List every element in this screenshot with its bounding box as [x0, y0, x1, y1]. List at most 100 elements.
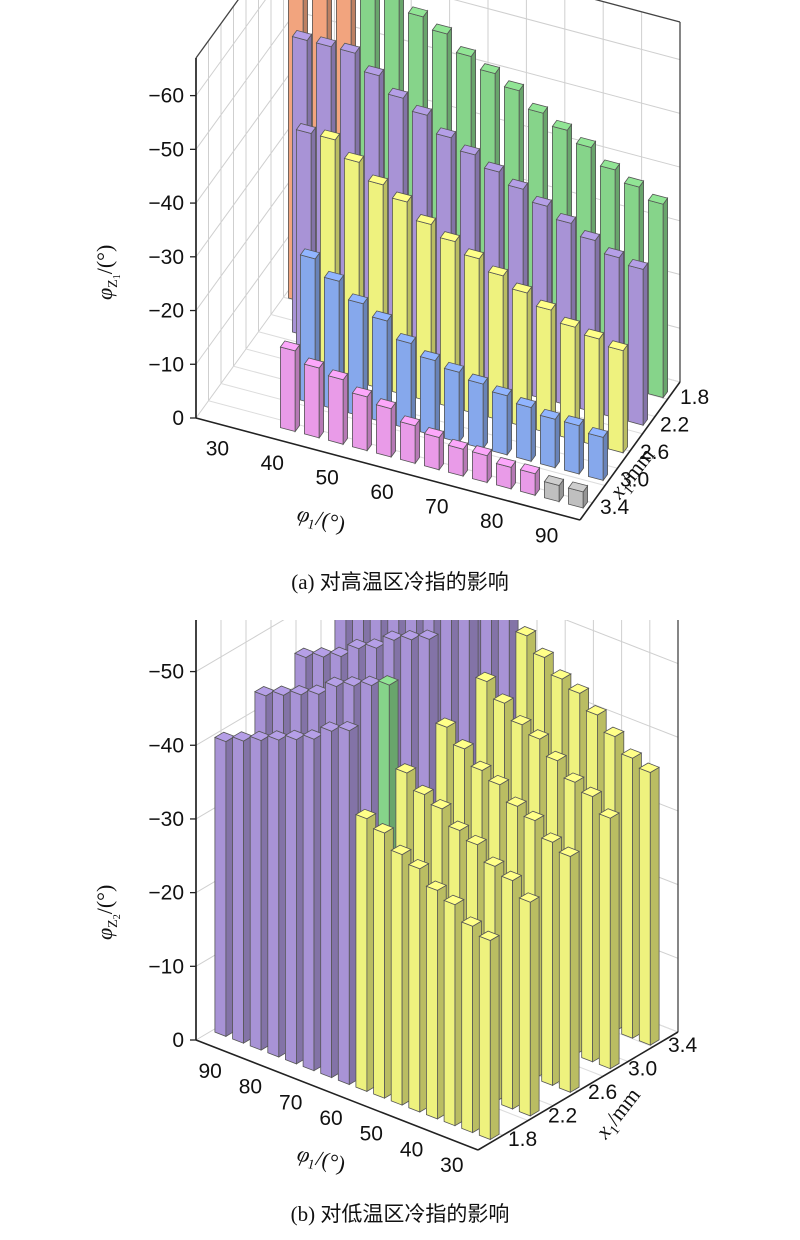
bar — [279, 340, 301, 433]
bar-top — [390, 844, 412, 856]
bar-top — [515, 397, 537, 409]
bar-side — [662, 196, 668, 399]
bar-side — [434, 353, 441, 438]
bar-front — [516, 403, 532, 462]
bar-top — [491, 385, 513, 397]
x-tick-label: 2.6 — [640, 441, 669, 464]
z-tick-label: −50 — [148, 138, 184, 161]
bar-front — [471, 451, 488, 484]
bar-side — [489, 934, 500, 1141]
bar — [419, 350, 441, 438]
bar-top — [514, 626, 537, 637]
z-tick-label: −30 — [148, 246, 184, 269]
z-tick-label: −20 — [148, 300, 184, 323]
x-axis-line — [579, 381, 681, 521]
bar — [587, 426, 609, 482]
bar-top — [567, 683, 590, 694]
bar-top — [371, 310, 393, 322]
bar-top — [487, 774, 510, 786]
bar-top — [474, 671, 497, 683]
bar-top — [411, 104, 433, 116]
chart-a-caption: (a) 对高温区冷指的影响 — [291, 570, 509, 594]
bar-top — [447, 820, 470, 831]
bar-top — [563, 772, 585, 783]
bar-side — [410, 336, 417, 431]
bar-side — [642, 262, 648, 427]
bar — [471, 445, 493, 484]
bar-top — [505, 796, 528, 807]
bar — [231, 731, 254, 1044]
z-tick-label: −10 — [148, 353, 184, 376]
bar — [354, 808, 377, 1093]
bar-top — [394, 763, 417, 774]
bars — [213, 620, 661, 1141]
bar-top — [465, 834, 488, 846]
bar-front — [232, 736, 244, 1044]
bar — [495, 456, 517, 491]
bar-top — [354, 808, 377, 820]
frame-line — [594, 0, 681, 23]
phi-tick-label: 30 — [206, 437, 229, 460]
bar-top — [343, 151, 365, 163]
bar-top — [430, 798, 452, 810]
x-tick-label: 2.2 — [548, 1105, 577, 1128]
bar-side — [458, 365, 465, 444]
bar — [519, 463, 541, 497]
bar-top — [279, 340, 301, 352]
bar-top — [478, 930, 501, 941]
phi-axis-title: φ1/(°) — [294, 501, 348, 541]
bar-top — [483, 161, 505, 173]
x-tick-label: 2.6 — [588, 1081, 617, 1104]
grid-line — [195, 620, 285, 673]
bar-top — [563, 415, 585, 427]
bar-front — [214, 736, 227, 1037]
z-tick-label: −60 — [148, 85, 184, 108]
bar-top — [291, 29, 313, 41]
bar-side — [569, 850, 580, 1094]
chart-a: 0 −10 −20 −30 −40 −50 −60 30 40 50 60 70 80 90 1.8 2.2 2… — [0, 0, 800, 610]
bar-top — [415, 214, 437, 225]
bar — [351, 386, 373, 452]
grid-line — [195, 0, 266, 96]
bar — [559, 316, 581, 442]
bar-side — [366, 389, 373, 452]
bar-top — [423, 427, 445, 438]
bar-front — [302, 734, 315, 1072]
bar-front — [558, 851, 571, 1093]
bar-front — [541, 837, 553, 1086]
bar-top — [419, 350, 441, 362]
bar-front — [588, 432, 604, 481]
frame-line — [195, 0, 239, 59]
bar-top — [455, 46, 477, 57]
phi-tick-label: 90 — [198, 1060, 221, 1083]
bar — [467, 373, 489, 450]
bar-top — [545, 750, 568, 762]
bar-top — [550, 669, 572, 680]
bar-top — [367, 174, 389, 186]
bar-top — [459, 144, 481, 156]
bar — [607, 340, 629, 455]
bar-top — [580, 786, 603, 798]
phi-tick-label: 80 — [480, 510, 503, 533]
bar-front — [419, 356, 436, 437]
phi-tick-label: 70 — [279, 1091, 302, 1114]
bar — [540, 832, 563, 1087]
bar — [390, 844, 412, 1106]
bar-top — [543, 475, 565, 486]
bar-front — [303, 363, 320, 439]
grid-line — [564, 620, 679, 665]
bar-front — [621, 753, 633, 1039]
bar-top — [587, 426, 609, 438]
bar-front — [267, 735, 280, 1058]
bar — [399, 415, 421, 465]
bar-top — [511, 282, 533, 294]
ticks: 0 −10 −20 −30 −40 −50 90 80 70 60 50 40 30 1.8 2.2 2.6 3… — [148, 661, 697, 1178]
bar-top — [585, 705, 608, 716]
bar-front — [447, 444, 464, 477]
chart-b: 0 −10 −20 −30 −40 −50 90 80 70 60 50 40 30 1.8 2.2 2.6 3… — [0, 620, 800, 1240]
bar-front — [425, 885, 438, 1120]
bar-top — [387, 87, 409, 99]
bar-top — [407, 6, 429, 18]
bar-top — [319, 129, 341, 141]
z-tick-label: −10 — [148, 955, 184, 978]
